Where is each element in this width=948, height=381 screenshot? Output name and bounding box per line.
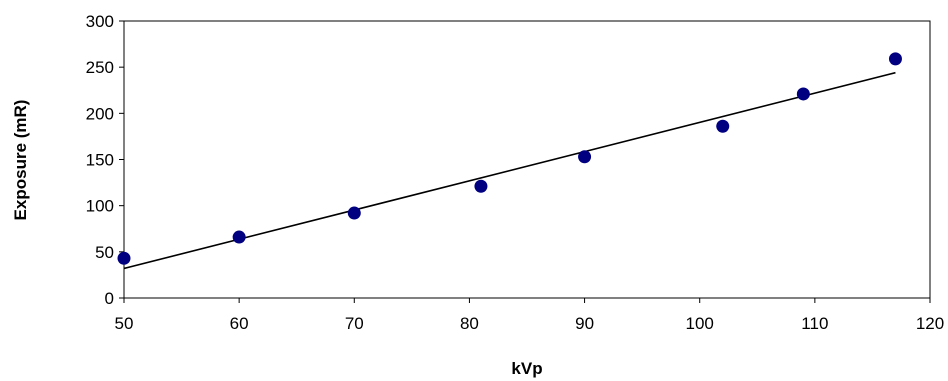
x-axis-title: kVp <box>511 359 542 378</box>
y-tick-label: 300 <box>86 12 114 31</box>
data-point <box>796 87 810 101</box>
data-point <box>716 119 730 133</box>
trendline <box>123 71 896 270</box>
x-tick-label: 50 <box>115 314 134 333</box>
x-tick-label: 60 <box>230 314 249 333</box>
x-tick-label: 110 <box>801 314 828 333</box>
y-tick-label: 100 <box>86 197 114 216</box>
y-tick-label: 200 <box>86 104 114 123</box>
y-tick-label: 0 <box>105 289 114 308</box>
x-tick-label: 70 <box>345 314 364 333</box>
y-tick-label: 150 <box>86 151 114 170</box>
x-tick-label: 120 <box>916 314 944 333</box>
data-point <box>578 150 592 164</box>
data-point <box>232 230 246 244</box>
x-tick-label: 90 <box>575 314 594 333</box>
y-tick-label: 50 <box>95 243 114 262</box>
data-point <box>347 206 361 220</box>
x-tick-label: 100 <box>686 314 714 333</box>
data-point <box>888 52 902 66</box>
plot-area <box>123 20 931 299</box>
data-point <box>474 179 488 193</box>
data-point <box>117 251 131 265</box>
x-tick-label: 80 <box>460 314 479 333</box>
y-tick-label: 250 <box>86 58 114 77</box>
points-layer <box>117 52 902 265</box>
trendline-layer <box>123 71 896 270</box>
y-axis-title: Exposure (mR) <box>11 100 30 221</box>
